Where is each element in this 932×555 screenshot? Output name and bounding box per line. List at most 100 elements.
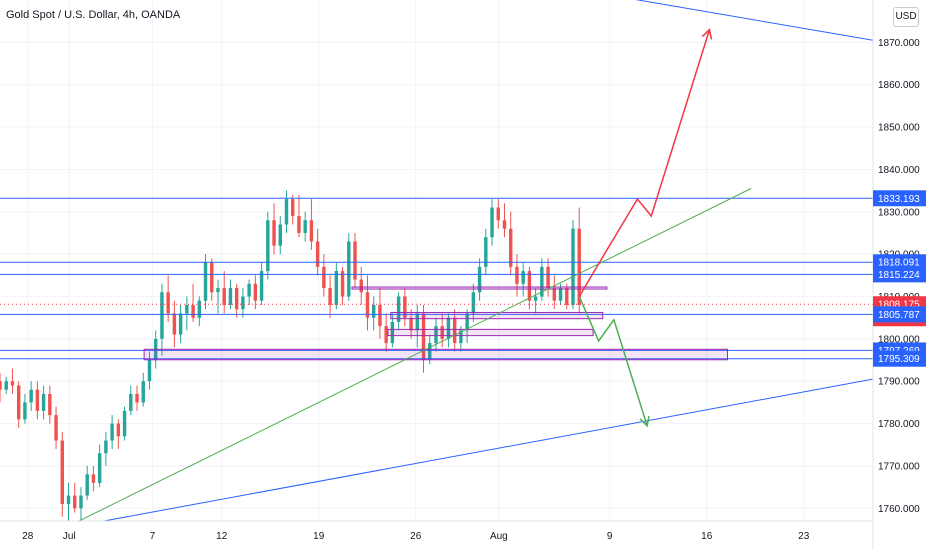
candle-body [228, 288, 233, 305]
price-tick-label: 1860.000 [878, 80, 920, 91]
candle-body [185, 304, 189, 314]
candle-body [122, 410, 127, 437]
candle-body [502, 220, 507, 229]
candle-body [434, 326, 438, 344]
candle-body [272, 220, 276, 246]
candle-body [29, 389, 33, 403]
candle-body [104, 440, 108, 454]
candle-body [16, 385, 21, 420]
projection-path [578, 29, 711, 297]
time-tick-label: 26 [410, 531, 422, 542]
candle-body [577, 228, 581, 305]
trend-line [78, 188, 752, 521]
price-tag-label: 1808.175 [878, 300, 920, 311]
time-tick-label: 12 [216, 531, 228, 542]
candle-body [353, 241, 357, 280]
candle-body [79, 495, 83, 509]
support-zone [143, 348, 729, 361]
candle-body [533, 296, 538, 301]
candle-body [446, 317, 451, 339]
candle-body [147, 360, 152, 382]
candle-body [197, 300, 202, 318]
chart-title: Gold Spot / U.S. Dollar, 4h, OANDA [6, 9, 181, 21]
candle-body [378, 304, 382, 327]
time-tick-label: 9 [607, 531, 613, 542]
candle-body [48, 393, 52, 416]
candle-body [340, 271, 345, 297]
candle-body [490, 207, 494, 238]
price-tag: 1815.224 [873, 266, 926, 283]
candle-body [496, 207, 500, 221]
price-tag-label: 1818.091 [878, 258, 920, 269]
candle-body [515, 266, 519, 284]
candle-body [284, 199, 289, 225]
trend-line [635, 0, 873, 41]
candle-body [303, 220, 307, 233]
candle-body [160, 292, 164, 339]
candle-body [41, 393, 46, 411]
candle-body [97, 453, 102, 483]
candle-body [565, 288, 569, 305]
candle-body [297, 216, 301, 233]
time-tick-label: Aug [490, 531, 508, 542]
projection-path [578, 296, 648, 426]
candle-body [396, 296, 401, 322]
time-tick-label: 19 [313, 531, 325, 542]
candle-body [278, 224, 282, 246]
candle-body [546, 266, 550, 289]
price-tag-background [873, 190, 926, 207]
candle-body [54, 415, 58, 441]
candle-body [0, 381, 2, 390]
support-zone [387, 328, 594, 337]
grid-lines [0, 0, 873, 521]
candle-body [571, 228, 575, 305]
candle-body [10, 381, 15, 386]
candle-body [558, 288, 563, 301]
price-tag-label: 1815.224 [878, 270, 920, 281]
candle-body [253, 283, 258, 301]
candle-body [452, 317, 457, 344]
candle-body [334, 271, 339, 305]
price-tag-label: 1833.193 [878, 194, 920, 205]
candle-body [85, 474, 89, 496]
candle-body [222, 288, 226, 305]
candle-body [359, 279, 363, 293]
time-tick-label: 28 [22, 531, 34, 542]
projection-arrowhead [639, 415, 650, 428]
price-tag-background [873, 306, 926, 323]
candle-body [365, 292, 370, 318]
candle-body [403, 296, 407, 318]
price-tick-label: 1830.000 [878, 207, 920, 218]
time-tick-label: 7 [150, 531, 156, 542]
price-tag: 1805.787 [873, 306, 926, 323]
trend-line [103, 378, 873, 521]
candle-body [203, 262, 208, 301]
plot-area [0, 0, 873, 521]
price-tag: 1818.091 [873, 254, 926, 271]
candle-body [191, 304, 195, 318]
currency-button[interactable]: USD [893, 7, 919, 27]
candle-body [291, 199, 295, 217]
candle-body [440, 326, 444, 339]
candle-body [384, 326, 388, 344]
price-tick-label: 1840.000 [878, 165, 920, 176]
candle-body [241, 296, 245, 310]
candle-body [509, 228, 513, 267]
candle-body [465, 313, 469, 331]
candle-body [116, 423, 121, 437]
time-tick-label: 16 [701, 531, 713, 542]
candle-body [527, 271, 532, 301]
candle-body [35, 389, 40, 411]
candle-body [110, 423, 114, 441]
price-tick-label: 1790.000 [878, 377, 920, 388]
candle-body [328, 288, 332, 305]
price-tag-background [873, 350, 926, 367]
candle-body [135, 393, 139, 403]
price-tick-label: 1850.000 [878, 123, 920, 134]
candle-body [415, 313, 420, 331]
candle-body [73, 495, 77, 509]
candle-body [540, 266, 544, 297]
candle-body [216, 288, 220, 293]
